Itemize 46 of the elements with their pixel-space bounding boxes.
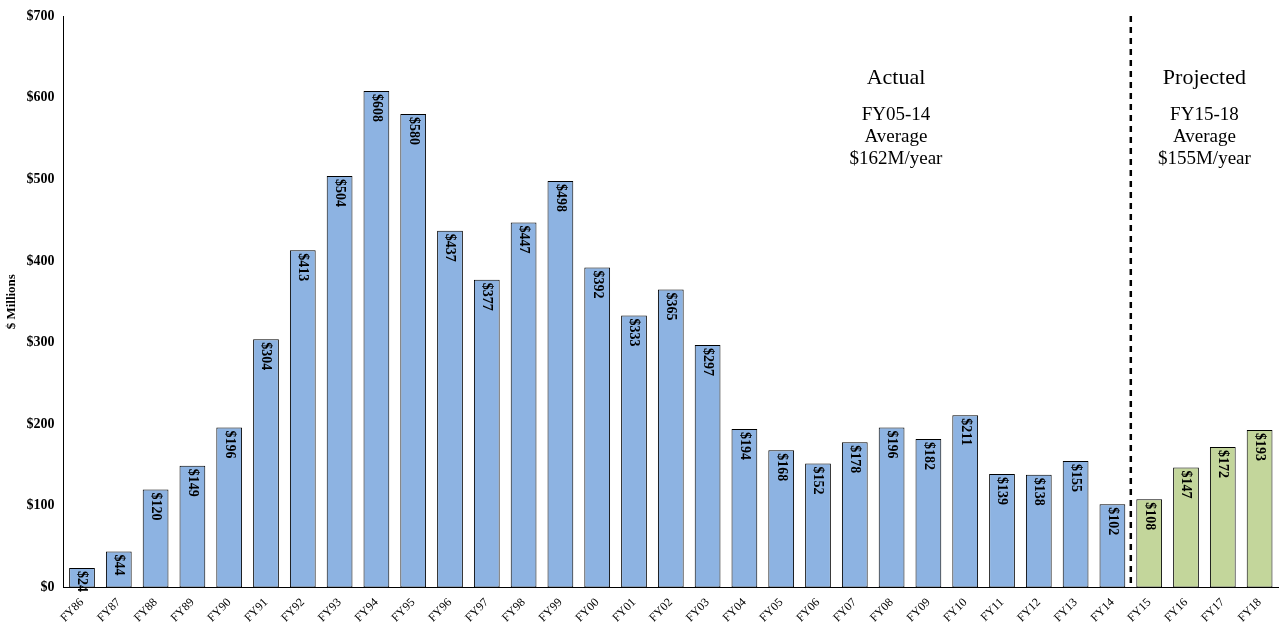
data-label: $194 [737,432,753,461]
data-label: $297 [700,348,716,377]
data-label: $211 [958,418,974,446]
y-tick-label: $500 [26,170,55,186]
data-label: $304 [259,342,275,371]
y-tick-label: $200 [26,415,55,431]
data-label: $504 [332,179,348,208]
annotation: FY15-18 Average $155M/year [1157,102,1252,168]
data-label: $139 [995,477,1011,505]
data-label: $365 [664,292,680,321]
y-tick-label: $300 [26,334,55,350]
data-label: $147 [1179,470,1195,499]
data-label: $413 [296,253,312,282]
data-label: $437 [443,233,459,262]
data-label: $149 [185,468,201,497]
data-label: $108 [1142,502,1158,531]
data-label: $196 [222,430,238,459]
data-label: $377 [480,282,496,311]
data-label: $152 [811,466,827,495]
data-label: $498 [553,183,569,212]
data-label: $155 [1068,463,1084,492]
data-label: $608 [369,94,385,123]
data-label: $580 [406,116,422,145]
y-tick-label: $600 [26,89,55,105]
data-label: $178 [848,445,864,474]
data-label: $392 [590,270,606,299]
y-tick-label: $0 [40,579,55,595]
data-label: $172 [1216,450,1232,479]
y-axis-title: $ Millions [3,274,19,330]
data-label: $193 [1252,432,1268,461]
data-label: $102 [1105,507,1121,536]
y-tick-label: $400 [26,252,55,268]
annotation: Projected [1162,63,1246,89]
data-label: $120 [148,492,164,521]
data-label: $333 [627,318,643,347]
data-label: $44 [112,554,128,576]
data-label: $196 [884,430,900,459]
y-tick-label: $700 [26,7,55,23]
y-tick-label: $100 [26,497,55,513]
data-label: $168 [774,453,790,482]
data-label: $138 [1032,477,1048,506]
annotation: FY05-14 Average $162M/year [849,102,944,168]
data-label: $182 [921,441,937,470]
annotation: Actual [866,63,926,89]
data-label: $24 [75,570,91,592]
data-label: $447 [516,225,532,254]
